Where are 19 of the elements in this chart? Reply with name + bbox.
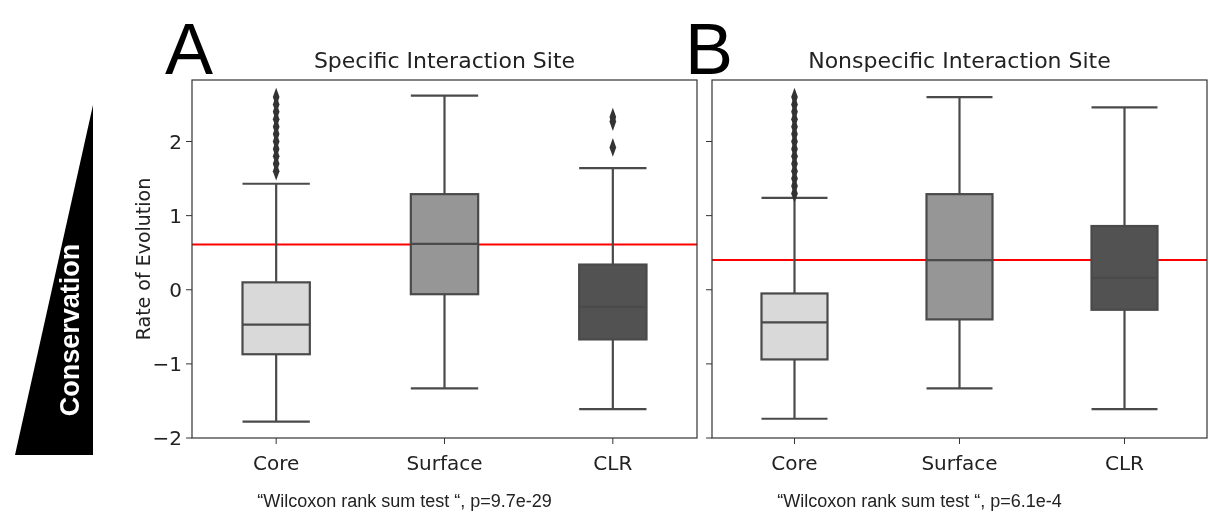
- annotation: B: [685, 9, 734, 89]
- x-tick-label: CLR: [1104, 451, 1145, 475]
- chart-title: Nonspecific Interaction Site: [808, 48, 1111, 73]
- y-axis-title: Rate of Evolution: [132, 177, 154, 341]
- y-tick-label: −2: [152, 426, 182, 450]
- x-tick-label: Surface: [406, 451, 483, 475]
- x-tick-label: Surface: [921, 451, 998, 475]
- text: “Wilcoxon rank sum test “, p=6.1e-4: [777, 491, 1062, 511]
- text: “Wilcoxon rank sum test “, p=9.7e-29: [257, 491, 552, 511]
- annotation: A: [165, 9, 214, 89]
- y-tick-label: 2: [169, 129, 182, 154]
- x-tick-label: CLR: [593, 451, 633, 475]
- y-tick-label: −1: [152, 351, 182, 376]
- chart-title: Specific Interaction Site: [313, 48, 576, 73]
- x-tick-label: Core: [253, 451, 300, 475]
- y-tick-label: 0: [169, 277, 182, 302]
- y-tick-label: 1: [169, 203, 182, 228]
- x-tick-label: Core: [771, 451, 818, 475]
- text: Conservation: [55, 243, 85, 417]
